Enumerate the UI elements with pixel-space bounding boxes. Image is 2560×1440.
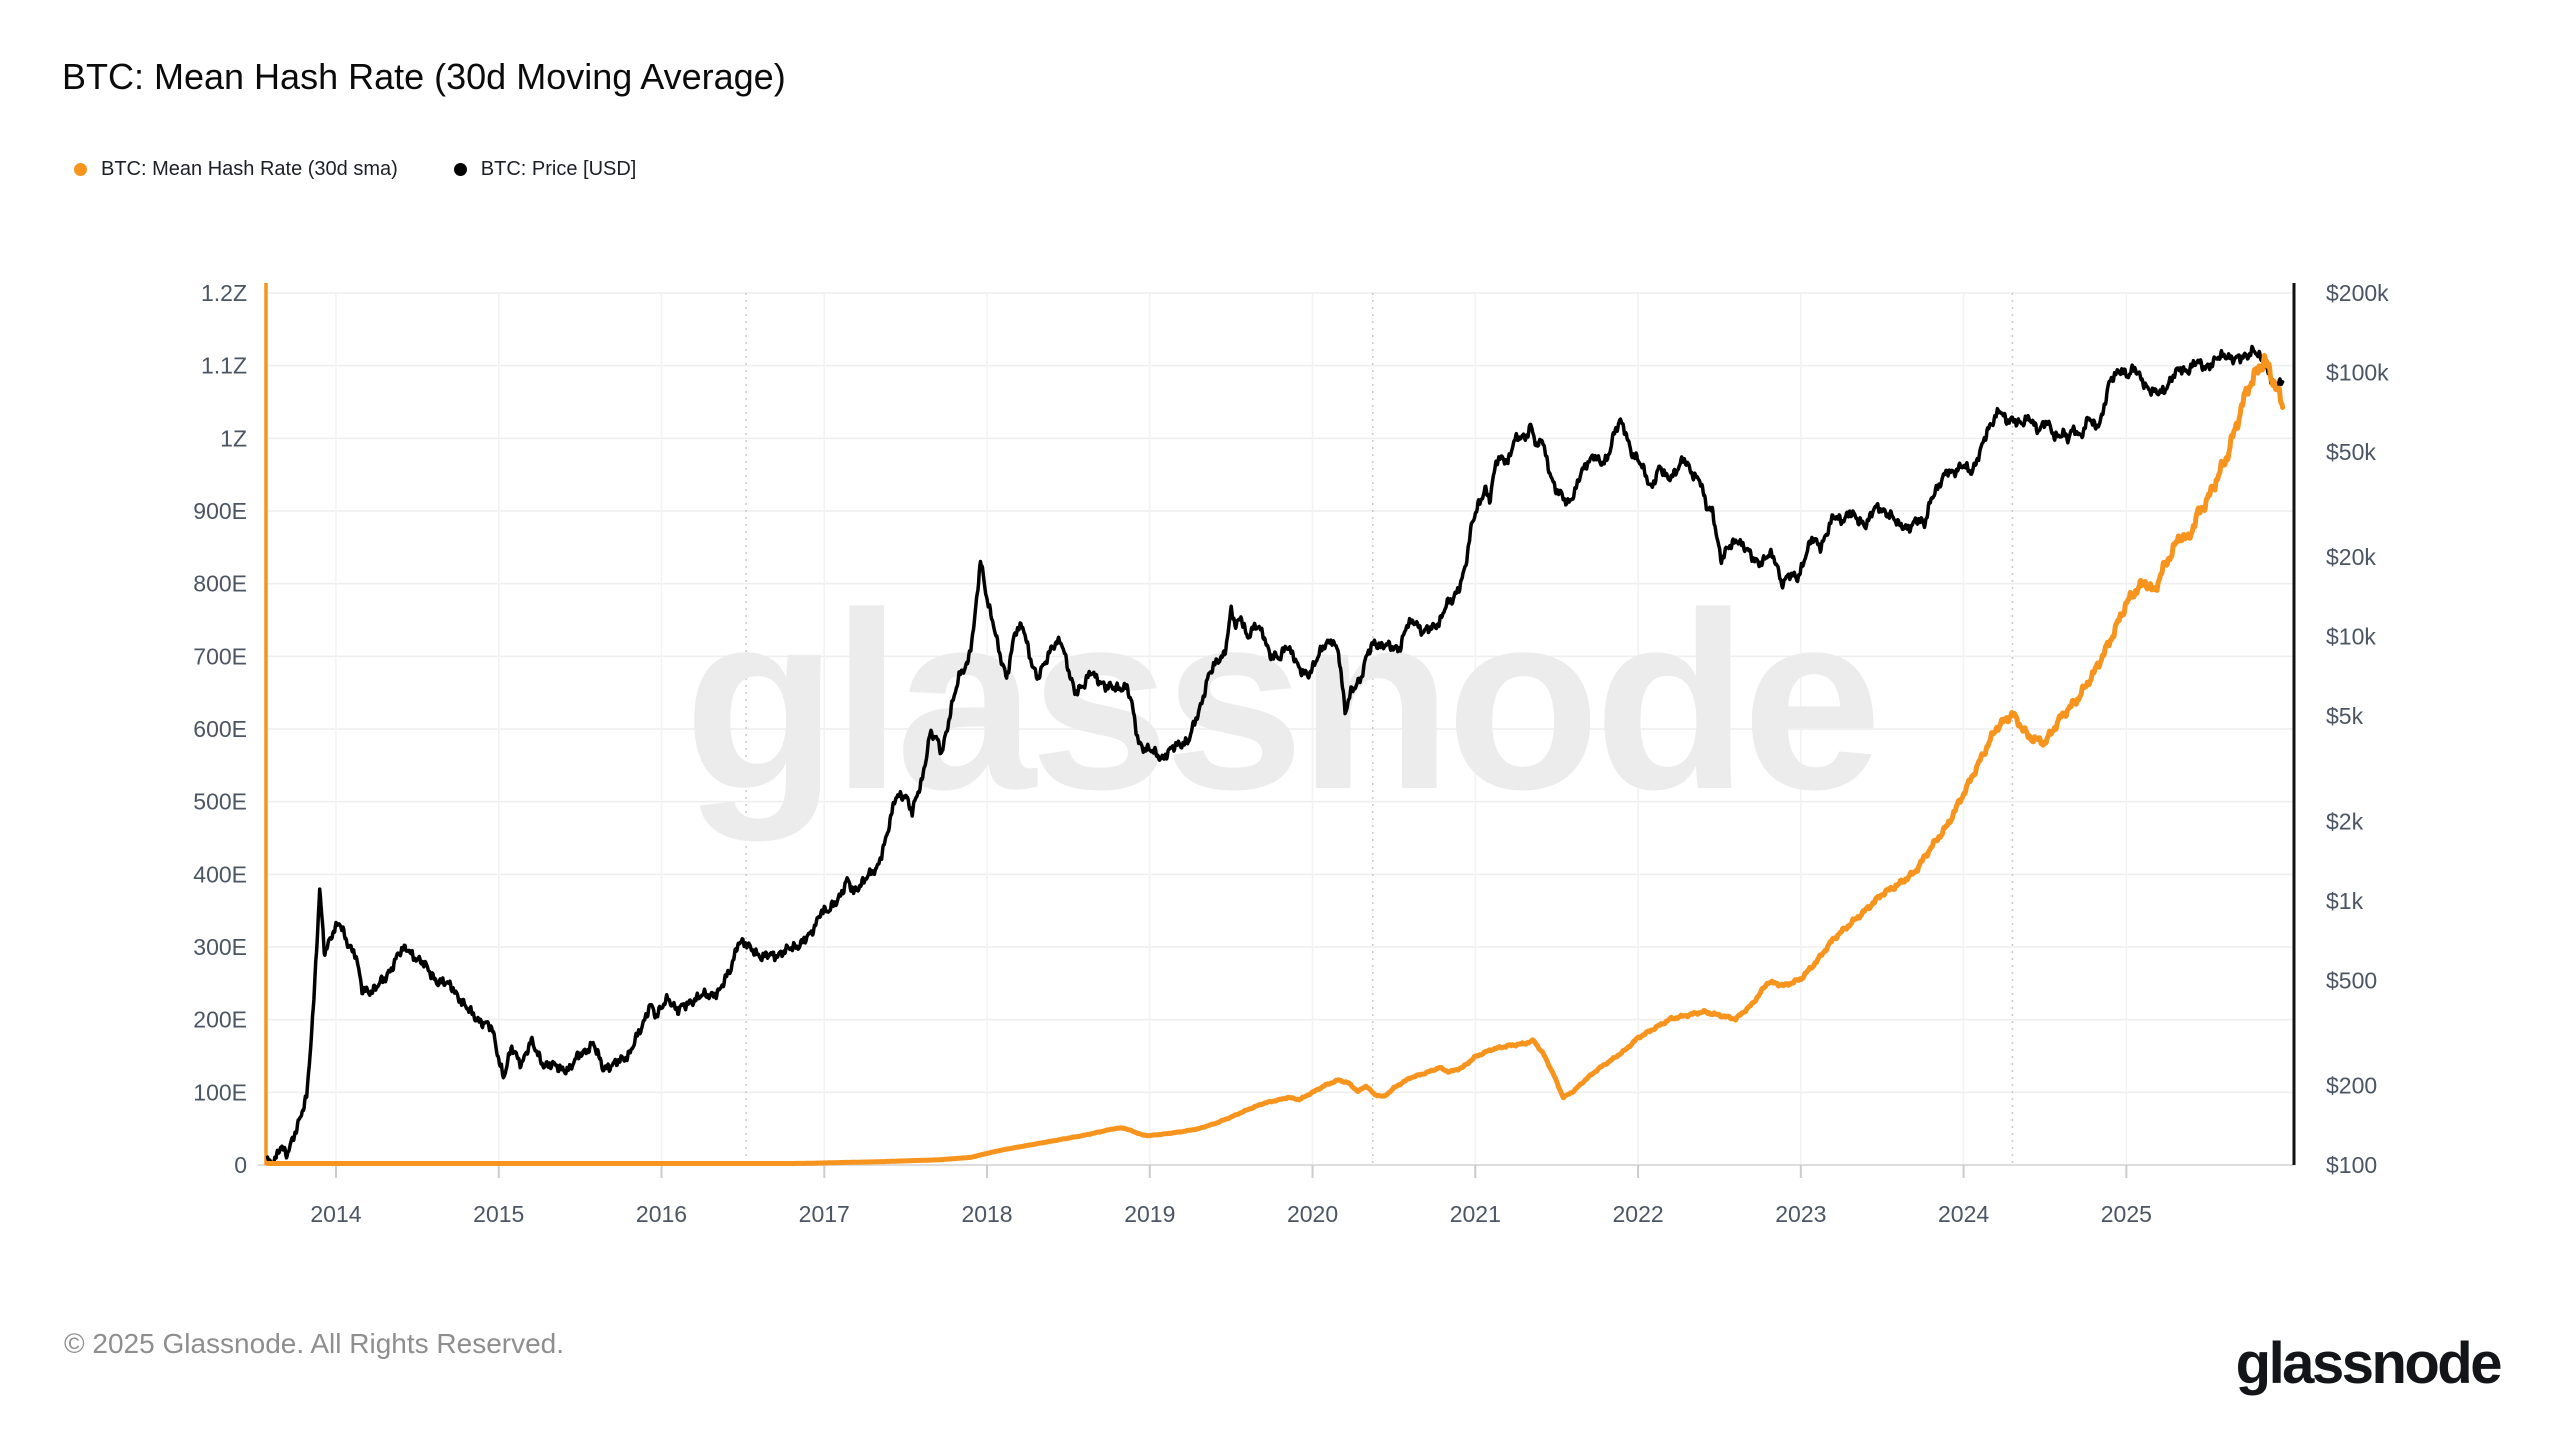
x-tick-label: 2021 bbox=[1450, 1201, 1501, 1227]
y-left-tick-label: 800E bbox=[193, 571, 247, 597]
plot-area[interactable] bbox=[266, 283, 2294, 1165]
legend-label-hashrate: BTC: Mean Hash Rate (30d sma) bbox=[101, 158, 398, 180]
x-tick-label: 2025 bbox=[2101, 1201, 2152, 1227]
y-right-tick-label: $5k bbox=[2326, 703, 2364, 729]
y-right-tick-label: $200 bbox=[2326, 1072, 2377, 1098]
x-tick-label: 2023 bbox=[1775, 1201, 1826, 1227]
x-tick-label: 2018 bbox=[961, 1201, 1012, 1227]
y-left-tick-label: 0 bbox=[234, 1152, 247, 1178]
price-line bbox=[265, 344, 2285, 1166]
x-tick-label: 2016 bbox=[636, 1201, 687, 1227]
y-left-tick-label: 100E bbox=[193, 1079, 247, 1105]
y-left-tick-label: 400E bbox=[193, 861, 247, 887]
y-left-tick-label: 1Z bbox=[220, 425, 247, 451]
y-left-tick-label: 600E bbox=[193, 716, 247, 742]
y-right-tick-label: $10k bbox=[2326, 624, 2376, 650]
y-right-tick-label: $200k bbox=[2326, 280, 2389, 306]
y-left-tick-label: 500E bbox=[193, 789, 247, 815]
y-right-tick-label: $2k bbox=[2326, 808, 2364, 834]
y-left-tick-label: 1.2Z bbox=[201, 280, 247, 306]
x-tick-label: 2024 bbox=[1938, 1201, 1989, 1227]
y-left-tick-label: 300E bbox=[193, 934, 247, 960]
x-tick-label: 2022 bbox=[1612, 1201, 1663, 1227]
y-right-tick-label: $100 bbox=[2326, 1152, 2377, 1178]
x-tick-label: 2017 bbox=[799, 1201, 850, 1227]
y-right-tick-label: $500 bbox=[2326, 967, 2377, 993]
x-tick-label: 2019 bbox=[1124, 1201, 1175, 1227]
page-title: BTC: Mean Hash Rate (30d Moving Average) bbox=[62, 56, 786, 98]
x-tick-label: 2015 bbox=[473, 1201, 524, 1227]
hashrate-legend-dot-icon bbox=[74, 163, 87, 176]
glassnode-logo: glassnode bbox=[2235, 1331, 2503, 1396]
y-right-tick-label: $1k bbox=[2326, 888, 2364, 914]
legend-item-hashrate[interactable]: BTC: Mean Hash Rate (30d sma) bbox=[74, 158, 398, 181]
chart-legend: BTC: Mean Hash Rate (30d sma) BTC: Price… bbox=[74, 158, 636, 181]
hashrate-line bbox=[265, 352, 2286, 1166]
y-right-tick-label: $100k bbox=[2326, 360, 2389, 386]
legend-label-price: BTC: Price [USD] bbox=[480, 158, 637, 180]
y-right-tick-label: $50k bbox=[2326, 439, 2376, 465]
y-left-tick-label: 1.1Z bbox=[201, 353, 247, 379]
y-left-tick-label: 700E bbox=[193, 643, 247, 669]
y-left-tick-label: 200E bbox=[193, 1007, 247, 1033]
legend-item-price[interactable]: BTC: Price [USD] bbox=[453, 158, 637, 181]
copyright-text: © 2025 Glassnode. All Rights Reserved. bbox=[64, 1328, 565, 1359]
x-tick-label: 2014 bbox=[310, 1201, 361, 1227]
price-legend-dot-icon bbox=[453, 163, 467, 176]
y-left-tick-label: 900E bbox=[193, 498, 247, 524]
x-tick-label: 2020 bbox=[1287, 1201, 1338, 1227]
watermark-text: glassnode bbox=[684, 561, 1876, 842]
y-right-tick-label: $20k bbox=[2326, 544, 2376, 570]
